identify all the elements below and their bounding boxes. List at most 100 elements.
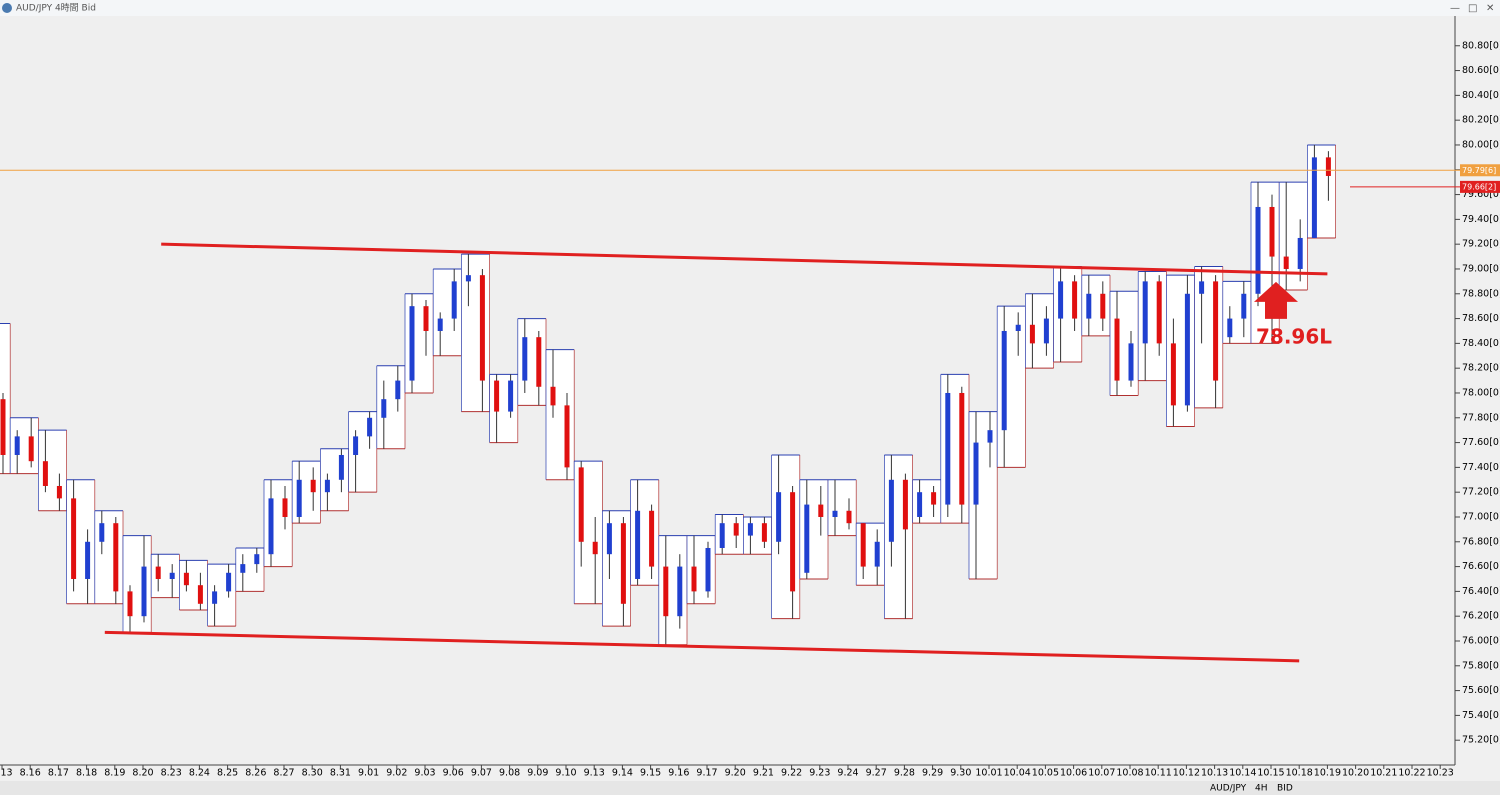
candle-body [832,510,838,517]
x-tick-label: 8.31 [330,768,351,779]
candle-body [804,504,810,573]
candle-body [1311,157,1317,238]
day-range-box [771,454,800,619]
x-tick-label: 9.24 [837,768,858,779]
maximize-button[interactable]: □ [1468,3,1477,14]
candle-body [282,498,288,517]
y-tick-label: 77.40[0] [1462,462,1500,473]
day-range-box [376,365,405,449]
close-button[interactable]: ✕ [1486,3,1494,14]
minimize-button[interactable]: — [1450,3,1460,14]
day-range-box [1053,266,1082,362]
x-tick-label: 9.16 [668,768,689,779]
y-tick-label: 78.40[0] [1462,338,1500,349]
candle-body [959,392,965,505]
day-range-box [828,479,857,536]
candle-body [296,479,302,517]
x-tick-label: 10.05 [1032,768,1059,779]
x-tick-label: 9.27 [866,768,887,779]
x-tick-label: 9.22 [781,768,802,779]
annotation-arrow [1254,281,1298,319]
candle-body [240,564,246,573]
candle-body [1029,324,1035,344]
app-icon [2,3,12,13]
y-tick-label: 76.40[0] [1462,586,1500,597]
x-tick-label: 10.18 [1286,768,1313,779]
y-tick-label: 76.60[0] [1462,561,1500,572]
x-tick-label: 9.03 [414,768,435,779]
x-tick-label: 10.20 [1342,768,1369,779]
x-tick-label: 8.26 [245,768,266,779]
candle-body [945,392,951,505]
x-tick-label: 8.27 [273,768,294,779]
candle-body [733,523,739,536]
x-tick-label: 9.15 [640,768,661,779]
candle-body [14,436,20,455]
x-tick-label: 9.09 [527,768,548,779]
y-tick-label: 79.60[0] [1462,189,1500,200]
candle-body [141,566,147,617]
x-tick-label: 10.21 [1370,768,1397,779]
y-tick-label: 75.40[0] [1462,710,1500,721]
day-range-box [489,374,518,443]
candle-body [705,547,711,592]
candle-body [1072,281,1078,319]
candle-body [719,523,725,548]
y-tick-label: 79.20[0] [1462,239,1500,250]
trend-line [104,630,1300,663]
day-range-box [320,448,349,511]
candle-body [42,461,48,486]
x-tick-label: 9.23 [809,768,830,779]
candle-body [1001,330,1007,431]
symbol-select[interactable]: AUD/JPY [1210,784,1247,794]
candle-body [677,566,683,617]
day-range-box [658,535,687,645]
day-range-box [1251,182,1280,344]
day-range-box [1138,271,1167,381]
day-range-box [207,564,236,627]
day-range-box [66,479,95,604]
x-tick-label: 10.11 [1145,768,1172,779]
y-tick-label: 77.00[0] [1462,511,1500,522]
day-range-box [940,374,969,524]
candle-body [0,399,6,455]
day-range-box [38,430,67,511]
day-range-box [574,461,603,604]
candle-body [212,591,218,604]
candle-body [381,399,387,418]
day-range-box [348,411,377,493]
window-title: AUD/JPY 4時間 Bid [16,3,96,14]
side-select[interactable]: BID [1277,784,1293,794]
day-range-box [1166,275,1195,427]
x-tick-label: 10.14 [1229,768,1256,779]
candle-body [1058,281,1064,319]
x-tick-label: 10.22 [1398,768,1425,779]
timeframe-select[interactable]: 4H [1255,784,1268,794]
candle-body [776,492,782,542]
candle-body [1156,281,1162,344]
candle-body [71,498,77,579]
candle-body [1100,293,1106,319]
candle-body [99,523,105,542]
candle-body [1086,293,1092,319]
day-range-box [602,510,631,627]
x-tick-label: 8.19 [104,768,125,779]
day-range-box [292,461,321,524]
candle-body [860,523,866,567]
bottom-toolbar [0,781,1500,795]
day-range-box [743,516,772,555]
candle-body [663,566,669,617]
candle-body [1283,256,1289,269]
candle-body [761,523,767,542]
candle-body [423,306,429,331]
candle-body [28,436,34,462]
candle-body [409,306,415,381]
x-tick-label: 10.19 [1314,768,1341,779]
candle-body [310,479,316,493]
day-range-box [123,535,152,633]
day-range-box [884,454,913,619]
x-tick-label: 8.30 [302,768,323,779]
day-range-box [1081,275,1110,336]
day-range-box [1025,293,1054,369]
